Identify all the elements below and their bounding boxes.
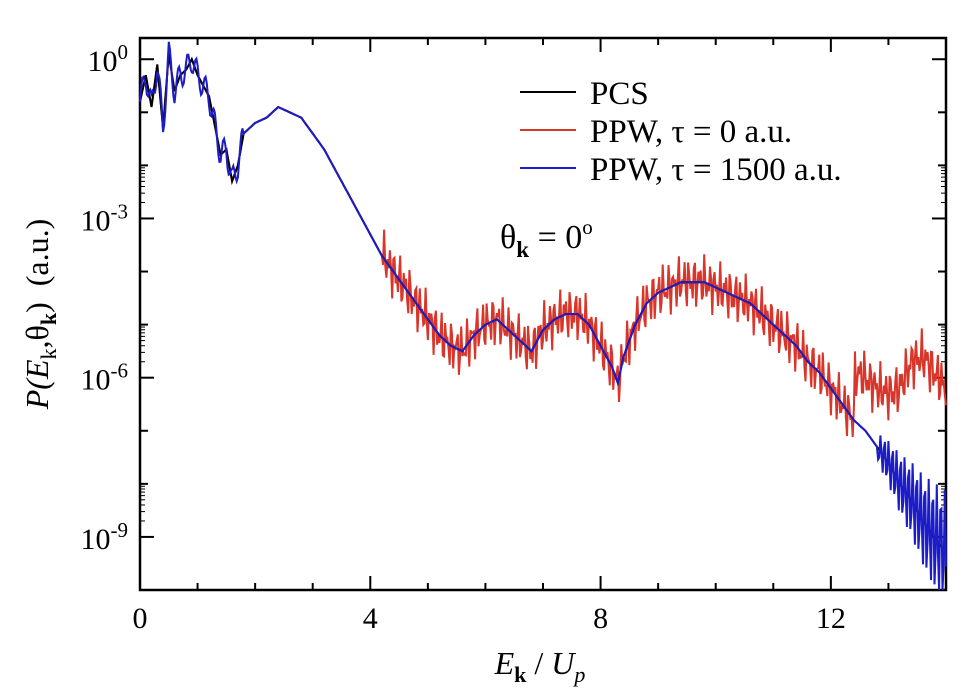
series-ppw-tau1500-line (139, 41, 947, 591)
y-axis-label: P(Ek,θk) (a.u.) (19, 219, 61, 411)
x-tick-label: 8 (593, 602, 608, 635)
legend: PCS PPW, τ = 0 a.u. PPW, τ = 1500 a.u. (520, 76, 842, 188)
y-tick-labels: 100 10-3 10-6 10-9 (81, 40, 129, 556)
theta-annotation: θk = 0o (500, 215, 593, 262)
series-pcs-line (139, 53, 947, 554)
legend-label-ppw-tau1500: PPW, τ = 1500 a.u. (590, 152, 842, 188)
x-tick-label: 4 (363, 602, 378, 635)
x-tick-labels: 0 4 8 12 (133, 602, 846, 635)
y-tick-label: 10-9 (81, 518, 129, 556)
y-tick-label: 100 (88, 40, 129, 78)
y-tick-label: 10-6 (81, 359, 129, 397)
y-tick-label: 10-3 (81, 199, 129, 237)
series-layer (139, 41, 947, 591)
x-tick-label: 0 (133, 602, 148, 635)
legend-label-pcs: PCS (590, 76, 649, 112)
x-tick-label: 12 (816, 602, 846, 635)
x-axis-label: Ek / Up (494, 645, 586, 687)
legend-label-ppw-tau0: PPW, τ = 0 a.u. (590, 114, 792, 150)
axis-ticks (139, 38, 947, 591)
